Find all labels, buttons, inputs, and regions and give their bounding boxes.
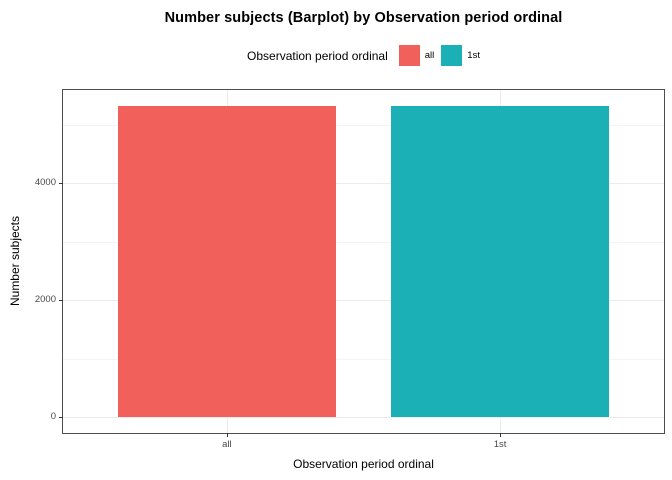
y-tick-label: 0 [50,411,56,423]
gridline-y-major [63,183,664,185]
bar-1st [390,105,610,418]
y-tick-mark [59,417,63,419]
legend-label-all: all [424,50,435,61]
gridline-y-major [63,417,664,419]
y-tick-mark [59,183,63,185]
x-axis-title: Observation period ordinal [293,457,434,471]
gridline-y-minor [63,124,664,126]
bar-all [117,105,337,418]
gridline-y-major [63,300,664,302]
legend-title: Observation period ordinal [247,48,388,63]
y-tick-label: 4000 [34,177,56,189]
legend: Observation period ordinal all 1st [63,44,664,67]
legend-item-all: all [398,45,435,66]
legend-swatch-all [398,45,420,66]
y-tick-mark [59,300,63,302]
plot-panel [62,89,665,434]
gridline-y-minor [63,241,664,243]
x-tick-mark [500,433,502,437]
x-tick-mark [226,433,228,437]
x-tick-label-all: all [222,439,232,450]
chart-title: Number subjects (Barplot) by Observation… [164,10,563,26]
legend-label-1st: 1st [467,50,480,61]
y-tick-label: 2000 [34,294,56,306]
y-axis-title: Number subjects [8,215,22,307]
legend-swatch-1st [441,45,463,66]
legend-item-1st: 1st [441,45,480,66]
gridline-y-minor [63,358,664,360]
x-tick-label-1st: 1st [493,439,507,450]
